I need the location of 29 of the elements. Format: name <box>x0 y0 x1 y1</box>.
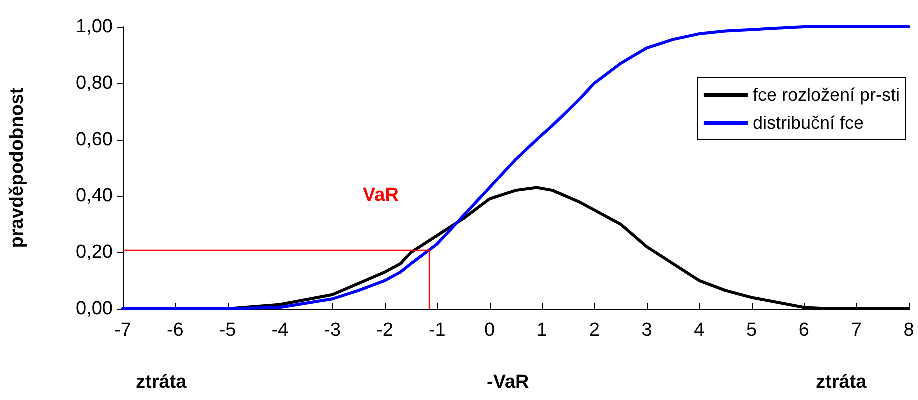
x-tick-label: 6 <box>798 320 810 341</box>
x-tick-label: -2 <box>376 320 394 341</box>
x-tick-label: 2 <box>589 320 600 341</box>
y-tick-label: 0,00 <box>76 298 113 320</box>
x-tick-label: 4 <box>694 320 706 341</box>
text: ztráta <box>136 372 188 393</box>
annotation: VaR <box>363 185 400 206</box>
x-tick-label: 1 <box>536 320 548 341</box>
text: -VaR <box>487 372 530 393</box>
x-tick-label: 3 <box>642 320 652 341</box>
x-tick-label: 5 <box>746 320 758 341</box>
x-tick-label: -6 <box>166 320 184 341</box>
y-tick-label: 0,60 <box>76 129 113 150</box>
y-tick-label: 0,20 <box>76 242 113 264</box>
x-tick-label: -4 <box>272 320 290 341</box>
x-tick-label: 8 <box>904 320 914 341</box>
legend-label: fce rozložení pr-sti <box>752 85 900 105</box>
x-tick-label: 7 <box>851 320 862 341</box>
x-tick-label: 0 <box>484 320 496 341</box>
x-tick-label: -7 <box>114 320 132 341</box>
text: ztráta <box>816 372 868 393</box>
x-tick-label: -5 <box>219 320 236 341</box>
x-tick-label: -3 <box>324 320 342 341</box>
legend-label: distribuční fce <box>752 113 864 133</box>
y-axis-title: pravděpodobnost <box>7 87 28 248</box>
x-tick-label: -1 <box>428 320 446 341</box>
y-tick-label: 0,40 <box>76 186 113 207</box>
y-tick-label: 0,80 <box>76 72 113 94</box>
y-tick-label: 1,00 <box>76 16 113 38</box>
